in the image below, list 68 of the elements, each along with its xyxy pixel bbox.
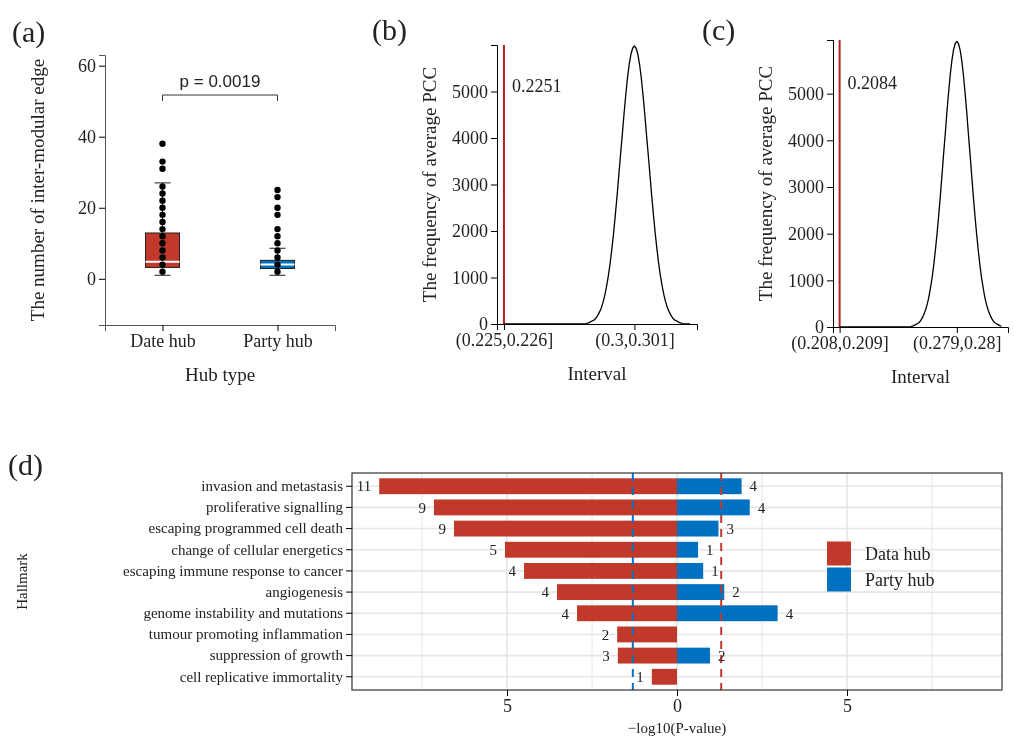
- annotation: 1: [636, 669, 644, 686]
- x-tick-label: (0.208,0.209]: [791, 332, 889, 354]
- y-axis-title: Hallmark: [14, 552, 30, 610]
- annotation: 11: [356, 478, 372, 495]
- x-tick-label: 5: [842, 695, 852, 716]
- y-tick-label: 3000: [788, 177, 824, 198]
- annotation: p = 0.0019: [179, 72, 261, 91]
- annotation: 1: [711, 563, 719, 580]
- ref-line-label: 0.2251: [511, 76, 562, 97]
- annotation: 3: [726, 520, 734, 537]
- ref-line-label: 0.2084: [847, 72, 898, 93]
- y-tick-label: 2000: [788, 223, 824, 244]
- y-tick-label: 4000: [788, 130, 824, 151]
- x-tick-label: Party hub: [243, 330, 313, 351]
- x-tick-label: (0.3,0.301]: [595, 329, 675, 351]
- annotation: 2: [601, 626, 610, 643]
- y-tick-label: 0: [87, 269, 96, 290]
- y-tick-label: 2000: [452, 221, 488, 242]
- y-tick-label: angiogenesis: [265, 583, 344, 600]
- y-tick-label: proliferative signalling: [205, 499, 344, 516]
- x-tick-label: (0.279,0.28]: [913, 332, 1002, 354]
- annotation: 3: [602, 647, 610, 664]
- y-tick-label: escaping programmed cell death: [148, 520, 344, 537]
- legend-label: Party hub: [865, 569, 935, 590]
- y-axis-title: The frequency of average PCC: [418, 66, 440, 303]
- y-tick-label: 3000: [452, 174, 488, 195]
- annotation: 4: [757, 499, 766, 516]
- y-tick-label: 1000: [788, 270, 824, 291]
- y-tick-label: 5000: [452, 81, 488, 102]
- annotation: 4: [561, 605, 570, 622]
- annotation: 9: [438, 520, 446, 537]
- chart-title: (c): [702, 13, 736, 47]
- x-axis-title: Interval: [890, 365, 951, 387]
- y-tick-label: 1000: [452, 267, 488, 288]
- annotation: 5: [489, 541, 497, 558]
- y-tick-label: 60: [78, 55, 96, 76]
- annotation: 4: [541, 584, 550, 601]
- y-tick-label: 5000: [788, 83, 824, 104]
- y-axis-title: The frequency of average PCC: [754, 65, 776, 302]
- text: (d): [8, 448, 43, 482]
- annotation: 9: [418, 499, 426, 516]
- y-tick-label: suppression of growth: [209, 647, 344, 664]
- y-axis-title: The number of inter-modular edge: [26, 58, 48, 322]
- annotation: 4: [749, 478, 758, 495]
- x-axis-title: Hub type: [184, 363, 256, 385]
- legend-label: Data hub: [865, 543, 931, 564]
- annotation: 4: [785, 605, 794, 622]
- x-axis-title: −log10(P-value): [627, 720, 727, 738]
- chart-title: (b): [372, 13, 407, 47]
- annotation: 1: [706, 541, 714, 558]
- x-tick-label: 5: [503, 695, 513, 716]
- y-tick-label: 20: [78, 198, 96, 219]
- x-tick-label: Date hub: [130, 330, 196, 351]
- y-tick-label: change of cellular energetics: [171, 541, 344, 558]
- y-tick-label: genome instability and mutations: [143, 605, 344, 622]
- x-axis-title: Interval: [567, 362, 627, 384]
- annotation: 2: [732, 584, 740, 601]
- x-tick-label: (0.225,0.226]: [455, 329, 554, 351]
- y-tick-label: 4000: [452, 128, 488, 149]
- chart-title: (a): [12, 15, 46, 49]
- annotation: 2: [717, 647, 726, 664]
- y-tick-label: invasion and metastasis: [201, 478, 344, 495]
- annotation: 4: [508, 563, 517, 580]
- y-tick-label: cell replicative immortality: [179, 668, 344, 685]
- y-tick-label: 40: [78, 126, 96, 147]
- y-tick-label: tumour promoting inflammation: [148, 626, 344, 643]
- x-tick-label: 0: [673, 695, 682, 716]
- y-tick-label: escaping immune response to cancer: [123, 562, 343, 579]
